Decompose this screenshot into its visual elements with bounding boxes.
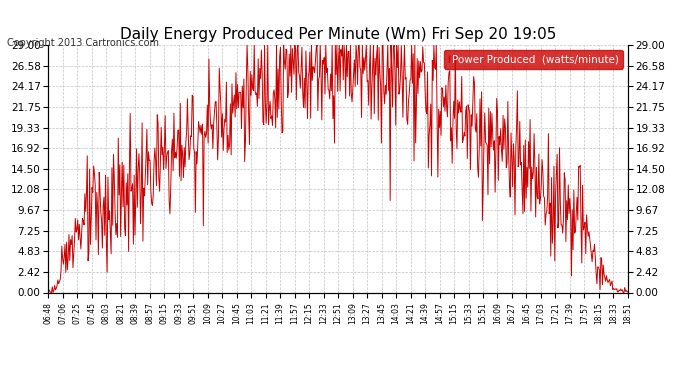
Text: Copyright 2013 Cartronics.com: Copyright 2013 Cartronics.com — [7, 38, 159, 48]
Legend: Power Produced  (watts/minute): Power Produced (watts/minute) — [444, 50, 622, 69]
Title: Daily Energy Produced Per Minute (Wm) Fri Sep 20 19:05: Daily Energy Produced Per Minute (Wm) Fr… — [120, 27, 556, 42]
